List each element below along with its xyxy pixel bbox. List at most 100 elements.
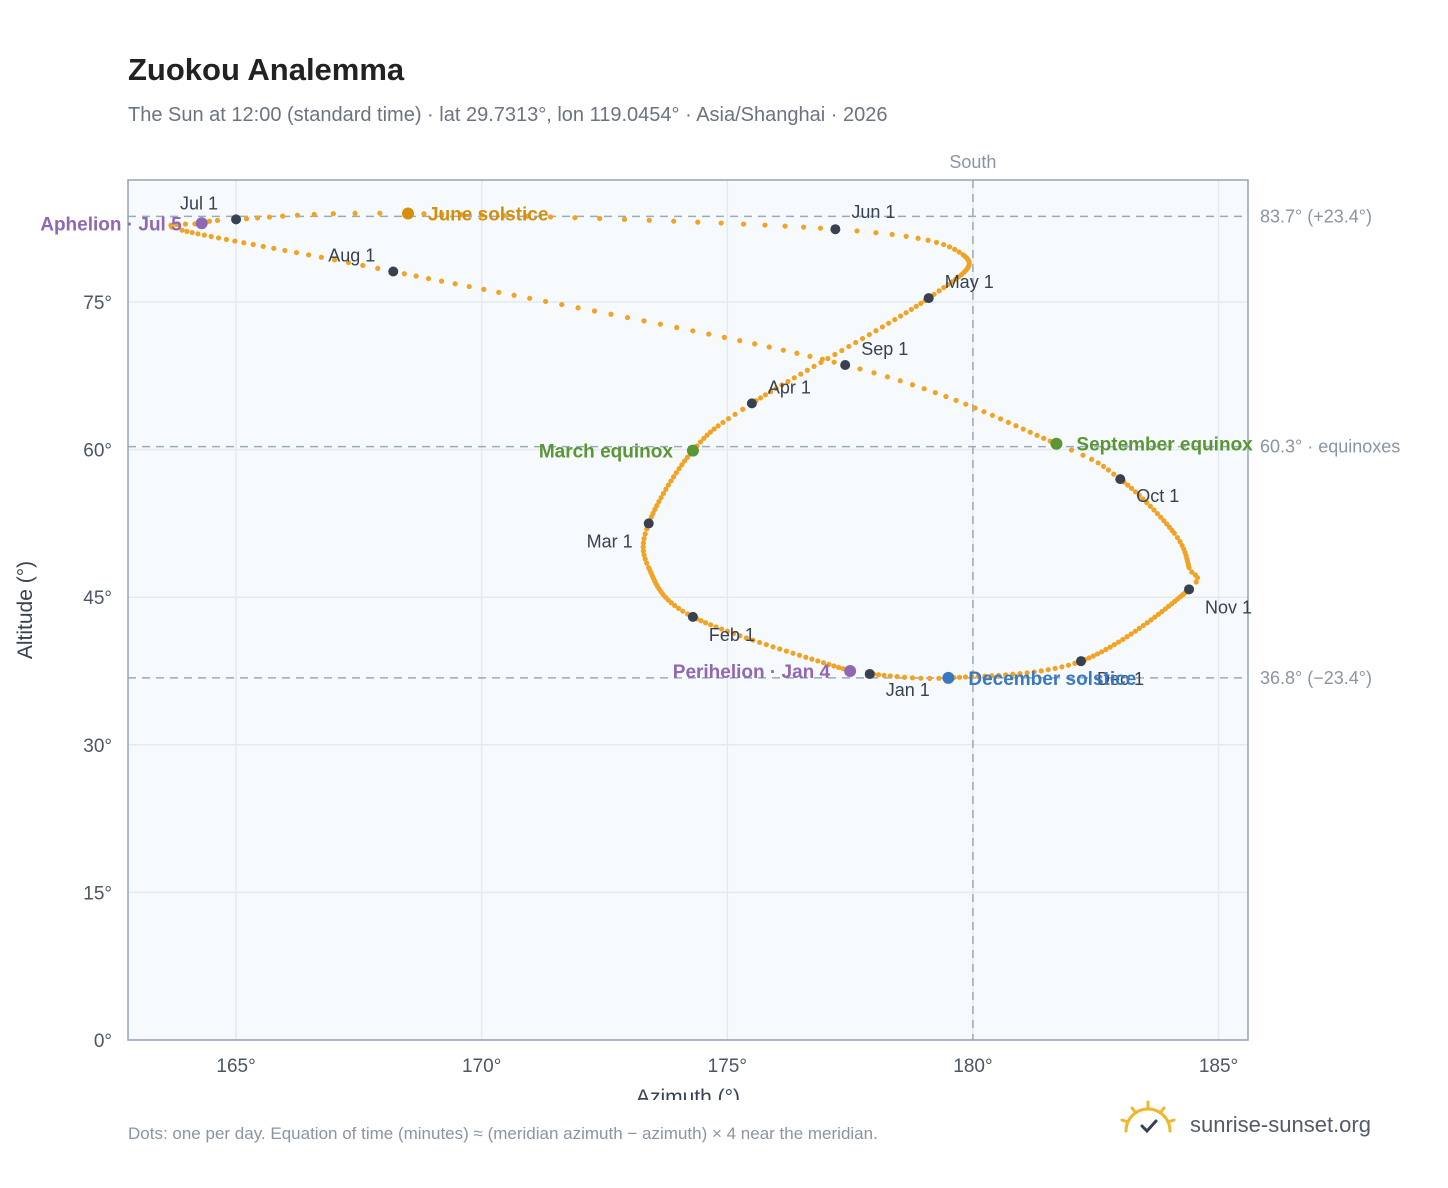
daily-dot (1136, 492, 1142, 498)
event-marker (195, 217, 208, 230)
daily-dot (511, 292, 517, 298)
daily-dot (1132, 628, 1138, 634)
daily-dot (1107, 644, 1113, 650)
daily-dot (879, 324, 886, 330)
daily-dot (839, 347, 845, 354)
daily-dot (1059, 664, 1065, 670)
month-marker (1115, 474, 1126, 485)
daily-dot (640, 548, 646, 554)
y-tick-label: 0° (94, 1031, 112, 1052)
daily-dot (969, 674, 975, 680)
daily-dot (811, 363, 817, 369)
month-label: May 1 (945, 272, 994, 292)
daily-dot (466, 283, 472, 290)
event-label: December solstice (968, 669, 1136, 690)
daily-dot (960, 252, 966, 258)
daily-dot (271, 245, 277, 251)
daily-dot (737, 633, 743, 639)
month-label: Dec 1 (1097, 669, 1144, 689)
daily-dot (1045, 667, 1051, 673)
daily-dot (641, 552, 647, 558)
daily-dot (559, 301, 565, 308)
daily-dot (654, 503, 660, 509)
daily-dot (889, 231, 895, 238)
daily-dot (644, 560, 650, 566)
daily-dot (962, 674, 969, 680)
month-marker (746, 398, 757, 409)
x-tick-label: 185° (1199, 1056, 1238, 1077)
daily-dot (982, 673, 988, 679)
daily-dot (1100, 463, 1107, 469)
month-label: Jan 1 (886, 680, 930, 700)
event-label: June solstice (428, 204, 548, 225)
daily-dot (282, 247, 288, 254)
daily-dot (711, 426, 717, 432)
daily-dot (1024, 670, 1030, 676)
daily-dot (214, 217, 221, 224)
daily-dot (780, 347, 786, 353)
month-label: Oct 1 (1136, 486, 1179, 506)
daily-dot (997, 416, 1004, 422)
daily-dot (752, 341, 758, 347)
daily-dot (840, 666, 846, 672)
daily-dot (871, 370, 877, 376)
daily-dot (501, 213, 507, 219)
brand-logo[interactable]: sunrise-sunset.org (1118, 1100, 1388, 1148)
daily-dot (1010, 671, 1016, 677)
daily-dot (892, 317, 898, 323)
daily-dot (591, 308, 598, 314)
daily-dot (903, 233, 909, 239)
daily-dot (1194, 575, 1201, 581)
daily-dot (294, 212, 301, 218)
month-label: Mar 1 (587, 531, 633, 551)
daily-dot (215, 235, 222, 241)
daily-dot (707, 429, 714, 435)
daily-dot (925, 237, 931, 243)
daily-dot (597, 215, 603, 222)
daily-dot (223, 236, 230, 243)
daily-dot (785, 378, 791, 385)
daily-dot (695, 219, 701, 225)
y-tick-label: 30° (83, 736, 112, 757)
daily-dot (375, 265, 381, 271)
daily-dot (750, 637, 756, 643)
daily-dot (704, 432, 710, 438)
daily-dot (1128, 485, 1135, 492)
daily-dot (853, 339, 859, 346)
daily-dot (642, 531, 648, 537)
month-marker (830, 224, 841, 235)
month-marker (840, 359, 851, 370)
daily-dot (936, 288, 942, 294)
daily-dot (894, 674, 900, 680)
daily-dot (901, 674, 908, 680)
daily-dot (676, 466, 682, 472)
daily-dot (1052, 665, 1058, 671)
daily-dot (1186, 565, 1192, 571)
daily-dot (791, 375, 797, 381)
daily-dot (684, 454, 691, 460)
footnote: Dots: one per day. Equation of time (min… (128, 1124, 878, 1143)
daily-dot (975, 673, 981, 680)
daily-dot (1124, 634, 1130, 640)
y-axis-title: Altitude (°) (14, 561, 37, 659)
daily-dot (439, 211, 445, 217)
daily-dot (932, 390, 938, 396)
daily-dot (671, 218, 677, 224)
plot-frame (127, 179, 1249, 1041)
daily-dot (640, 540, 646, 546)
daily-dot (757, 395, 764, 401)
daily-dot (913, 303, 919, 309)
daily-dot (875, 672, 882, 678)
daily-dot (548, 214, 554, 220)
daily-dot (854, 228, 860, 234)
daily-dot (1154, 510, 1160, 517)
daily-dot (770, 644, 776, 650)
daily-dot (656, 499, 662, 505)
daily-dot (1094, 651, 1101, 657)
daily-dot (956, 249, 962, 255)
daily-dot (280, 213, 286, 219)
daily-dot (1193, 579, 1199, 585)
daily-dot (1080, 452, 1086, 458)
event-label: September equinox (1076, 435, 1253, 456)
daily-dot (1148, 617, 1154, 623)
